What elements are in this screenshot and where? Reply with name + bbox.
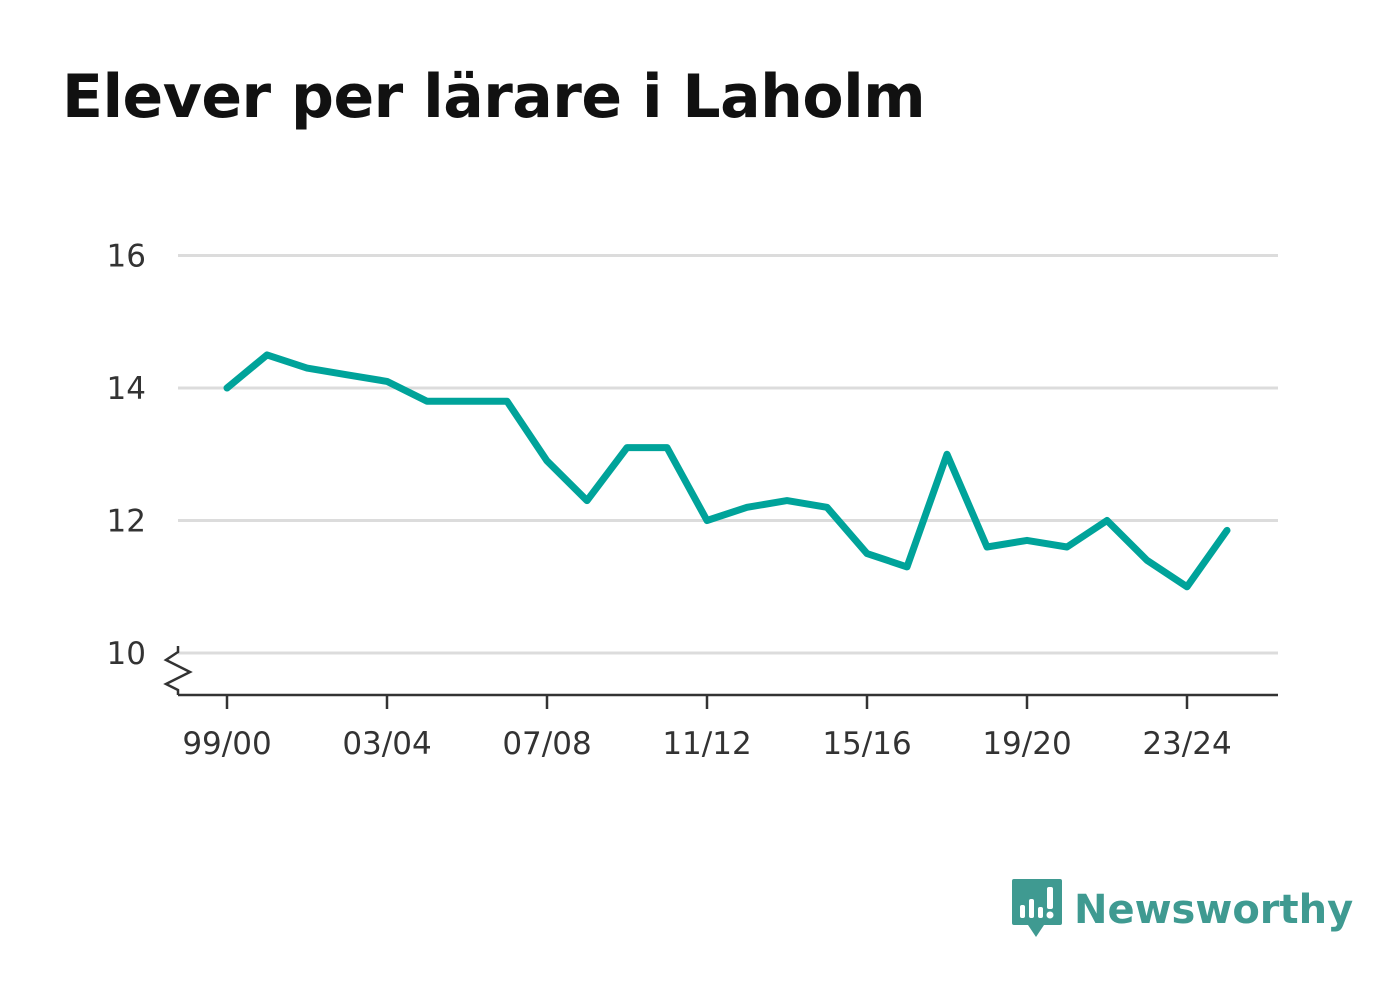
data-point	[704, 518, 710, 524]
newsworthy-logo-icon	[1012, 879, 1062, 937]
y-axis-ticks: 10 12 14 16	[107, 239, 146, 673]
data-point	[544, 458, 550, 464]
x-tick-label: 11/12	[662, 726, 751, 762]
y-tick-label: 14	[107, 371, 146, 407]
x-tick-label: 03/04	[342, 726, 431, 762]
x-tick-label: 99/00	[182, 726, 271, 762]
data-point	[504, 398, 510, 404]
y-tick-label: 12	[107, 504, 146, 540]
data-point	[944, 451, 950, 457]
data-point	[344, 372, 350, 378]
x-tick-label: 07/08	[502, 726, 591, 762]
data-point	[584, 498, 590, 504]
data-point	[424, 398, 430, 404]
data-point	[384, 378, 390, 384]
data-point	[224, 385, 230, 391]
data-point	[1104, 518, 1110, 524]
data-point	[264, 352, 270, 358]
x-axis-ticks: 99/00 03/04 07/08 11/12 15/16 19/20 23/24	[182, 695, 1232, 762]
chart-title: Elever per lärare i Laholm	[62, 62, 926, 132]
data-point	[984, 544, 990, 550]
data-point	[1224, 527, 1230, 533]
x-tick-label: 19/20	[982, 726, 1071, 762]
x-tick-label: 23/24	[1142, 726, 1231, 762]
data-point	[304, 365, 310, 371]
brand-name: Newsworthy	[1074, 887, 1354, 933]
data-point	[784, 498, 790, 504]
axis-break-icon	[163, 646, 193, 695]
data-point	[824, 504, 830, 510]
y-tick-label: 10	[107, 636, 146, 672]
data-point	[864, 551, 870, 557]
brand-logo: Newsworthy	[1012, 878, 1353, 942]
data-point	[744, 504, 750, 510]
data-point	[664, 445, 670, 451]
grid-lines	[178, 254, 1278, 655]
data-point	[1144, 557, 1150, 563]
data-point	[1024, 537, 1030, 543]
series-line	[223, 351, 1231, 591]
data-point	[464, 398, 470, 404]
y-tick-label: 16	[107, 239, 146, 275]
data-point	[1184, 584, 1190, 590]
data-point	[1064, 544, 1070, 550]
data-point	[904, 564, 910, 570]
data-point	[624, 445, 630, 451]
x-tick-label: 15/16	[822, 726, 911, 762]
